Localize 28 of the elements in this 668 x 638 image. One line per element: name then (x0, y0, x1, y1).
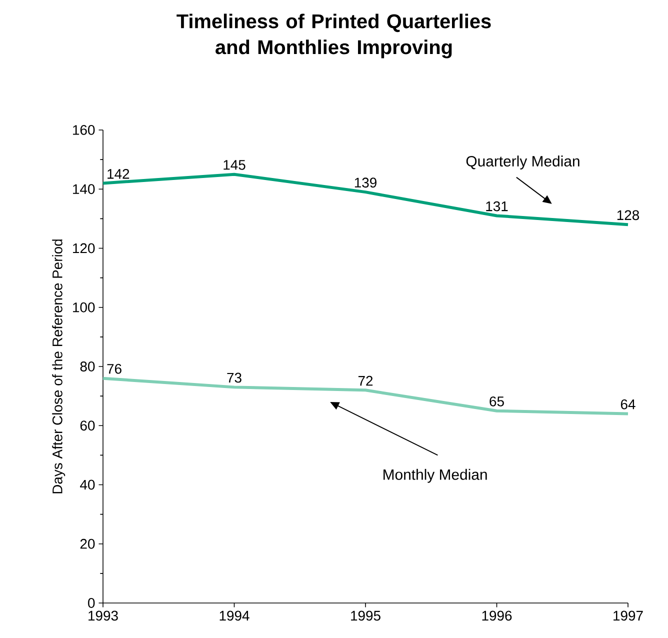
x-tick-label: 1997 (614, 610, 643, 621)
y-tick-label: 120 (73, 243, 95, 254)
data-label: 72 (358, 376, 373, 386)
x-tick-label: 1995 (351, 610, 380, 621)
data-label: 128 (617, 210, 640, 220)
data-label: 145 (224, 160, 246, 170)
y-tick-label: 60 (80, 420, 95, 431)
data-label: 142 (108, 168, 130, 179)
y-tick-label: 20 (80, 538, 95, 549)
x-tick-label: 1993 (88, 610, 118, 621)
x-tick-label: 1994 (220, 610, 250, 621)
y-tick-label: 100 (73, 302, 95, 312)
y-axis-title: Days After Close of the Reference Period (52, 240, 66, 494)
y-tick-label: 160 (73, 125, 95, 135)
y-tick-label: 80 (80, 362, 95, 372)
data-label: 76 (107, 364, 122, 374)
text: Quarterly Median (466, 156, 580, 170)
data-label: 131 (486, 201, 508, 212)
chart-title: Timeliness of Printed Quarterlies and Monthlies Improving (176, 14, 491, 58)
data-label: 139 (354, 178, 376, 188)
y-tick-label: 40 (80, 480, 95, 490)
data-label: 64 (620, 399, 636, 410)
data-label: 65 (490, 396, 504, 406)
y-tick-label: 140 (73, 184, 95, 194)
y-tick-label: 0 (88, 598, 95, 608)
x-tick-label: 1996 (482, 610, 512, 621)
data-label: 73 (227, 372, 242, 383)
text: Monthly Median (384, 468, 487, 483)
